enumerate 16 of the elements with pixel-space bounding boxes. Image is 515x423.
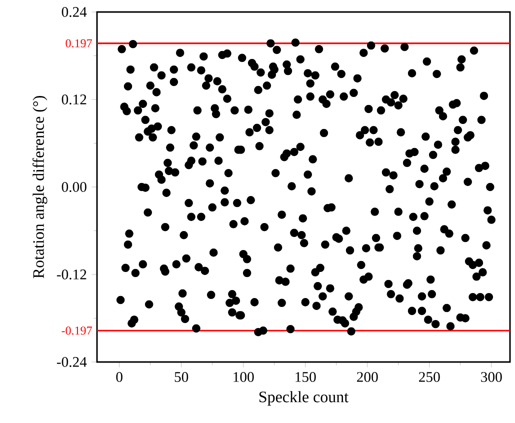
x-tick-label: 200 <box>357 372 378 382</box>
y-tick-label: 0.24 <box>62 7 87 17</box>
x-tick-label: 100 <box>234 372 254 382</box>
y-tick-label: 0.12 <box>62 94 86 104</box>
x-axis-title: Speckle count <box>259 391 348 406</box>
x-tick-label: 150 <box>296 372 316 382</box>
ref-line-label: -0.197 <box>62 326 92 335</box>
x-tick-label: 300 <box>481 372 502 382</box>
x-tick-label: 250 <box>419 372 440 382</box>
x-tick-label: 0 <box>116 372 122 382</box>
y-tick-label: -0.12 <box>56 270 86 280</box>
x-tick-label: 50 <box>174 372 188 382</box>
y-tick-label: -0.24 <box>56 357 87 367</box>
ref-line-label: 0.197 <box>66 39 92 48</box>
y-tick-label: 0.00 <box>62 182 86 192</box>
y-axis-title: Rotation angle difference (°) <box>32 96 48 278</box>
